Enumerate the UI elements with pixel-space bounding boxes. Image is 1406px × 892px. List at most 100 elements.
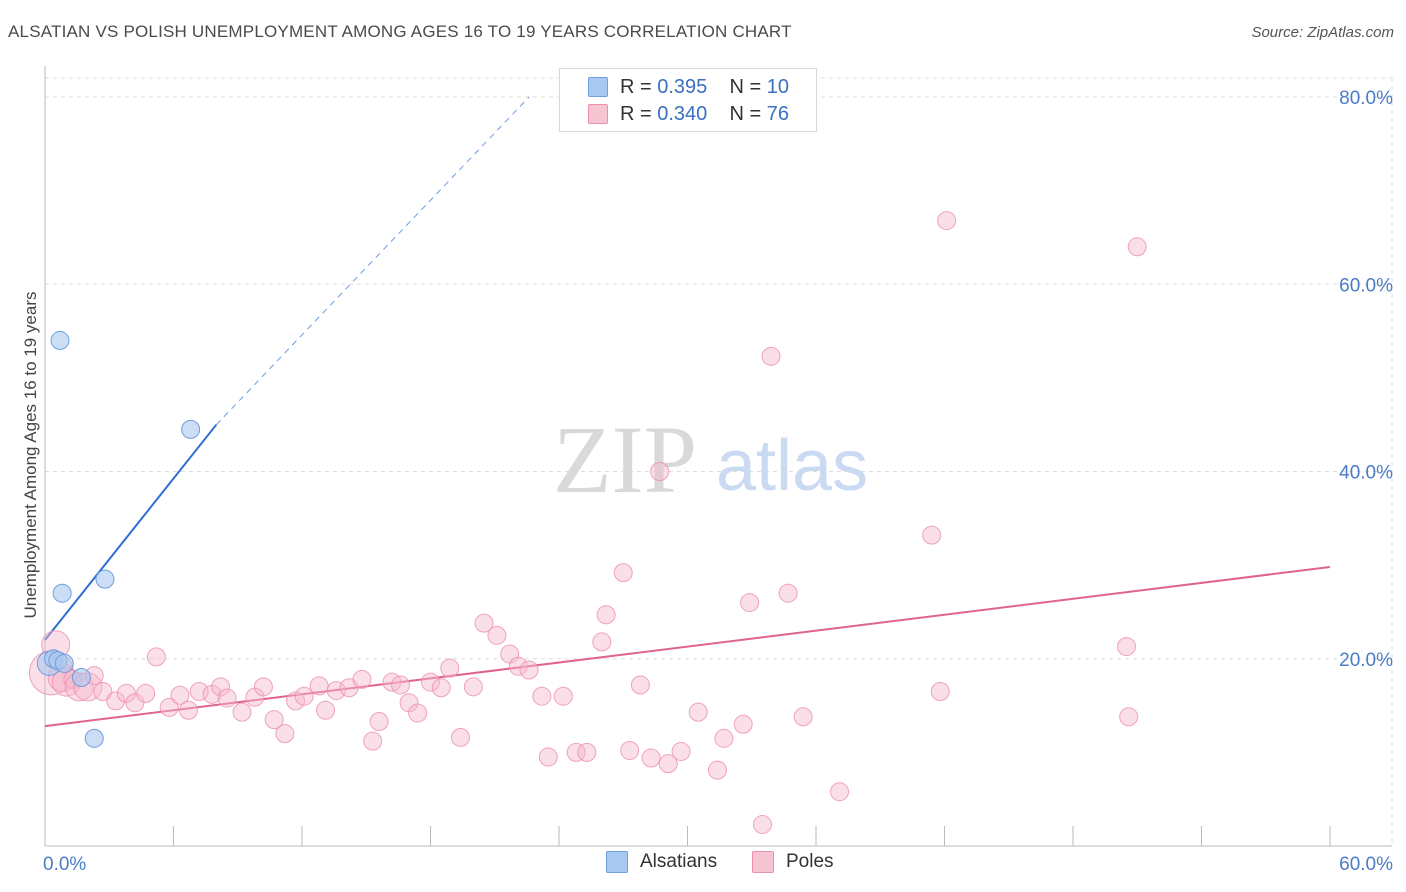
point-poles — [658, 754, 678, 774]
legend-n-value: 10 — [766, 75, 790, 98]
point-poles — [211, 677, 231, 697]
point-alsatians — [71, 667, 91, 687]
data-points — [28, 211, 1147, 834]
x-tick-label: 60.0% — [1339, 854, 1393, 875]
point-poles — [830, 782, 850, 802]
legend-n-value: 76 — [766, 102, 790, 125]
point-poles — [740, 593, 760, 613]
point-poles — [106, 691, 126, 711]
y-axis-label: Unemployment Among Ages 16 to 19 years — [21, 292, 40, 619]
point-poles — [922, 525, 942, 545]
point-poles — [752, 814, 772, 834]
point-poles — [421, 672, 440, 692]
point-poles — [352, 669, 372, 689]
point-poles — [592, 632, 612, 652]
x-tick-label: 0.0% — [43, 854, 86, 875]
point-poles — [553, 686, 573, 706]
y-tick-label: 20.0% — [1339, 650, 1393, 671]
point-poles — [1119, 707, 1139, 727]
trendline-alsatians-extension — [215, 96, 530, 426]
point-poles — [532, 686, 552, 706]
trendlines — [44, 96, 1331, 728]
y-tick-label: 60.0% — [1339, 275, 1393, 296]
point-poles — [487, 625, 507, 645]
point-poles — [146, 647, 166, 667]
point-poles — [125, 693, 145, 713]
point-poles — [93, 682, 113, 702]
point-poles — [178, 700, 198, 720]
point-poles — [1117, 637, 1137, 657]
point-poles — [1127, 237, 1147, 257]
watermark: ZIP atlas — [553, 406, 868, 513]
point-poles — [761, 346, 781, 366]
legend-row-poles: R = 0.340 N = 76 — [588, 101, 789, 127]
axes — [44, 66, 1392, 847]
point-poles — [688, 702, 708, 722]
point-poles — [778, 583, 798, 603]
legend-item-alsatians[interactable]: Alsatians — [606, 851, 717, 873]
legend-n-label: N = — [729, 75, 767, 98]
point-poles — [309, 676, 329, 696]
source-label: Source: ZipAtlas.com — [1251, 24, 1394, 41]
point-poles — [596, 605, 616, 625]
point-poles — [159, 697, 179, 717]
tick-labels: 20.0% 40.0% 60.0% 80.0% 0.0% 60.0% — [43, 88, 1393, 875]
legend-swatch-poles — [588, 104, 608, 124]
point-poles — [620, 741, 640, 761]
point-poles — [474, 613, 494, 633]
chart-title: ALSATIAN VS POLISH UNEMPLOYMENT AMONG AG… — [8, 22, 792, 41]
legend-swatch-alsatians — [606, 851, 628, 873]
watermark-atlas: atlas — [716, 426, 868, 506]
point-alsatians — [50, 330, 70, 350]
legend-label-alsatians: Alsatians — [640, 851, 718, 872]
gridlines — [45, 77, 1393, 846]
point-poles — [232, 702, 252, 722]
point-poles — [286, 691, 306, 711]
point-poles — [217, 688, 237, 708]
point-poles — [630, 675, 650, 695]
legend-n-label: N = — [729, 102, 767, 125]
point-poles — [253, 677, 273, 697]
legend-item-poles[interactable]: Poles — [752, 851, 834, 873]
point-alsatians — [95, 569, 115, 589]
point-alsatians — [84, 728, 104, 748]
point-poles — [408, 703, 428, 723]
point-poles — [463, 677, 483, 697]
trendline-alsatians — [44, 424, 218, 641]
point-poles — [650, 462, 670, 481]
trendline-poles — [44, 566, 1331, 728]
y-tick-label: 80.0% — [1339, 88, 1393, 109]
point-poles — [508, 656, 528, 676]
legend-r-label: R = — [620, 75, 658, 98]
point-poles — [369, 711, 389, 731]
point-poles — [450, 727, 470, 747]
point-poles — [733, 714, 753, 734]
watermark-zip: ZIP — [553, 406, 697, 513]
point-alsatians — [181, 419, 201, 439]
legend-row-alsatians: R = 0.395 N = 10 — [588, 74, 789, 100]
legend-swatch-poles — [752, 851, 774, 873]
point-poles — [316, 700, 336, 720]
point-poles — [577, 742, 597, 762]
point-poles — [264, 710, 284, 730]
point-poles — [440, 658, 460, 678]
point-poles — [641, 748, 661, 768]
point-poles — [671, 741, 691, 761]
point-poles — [538, 747, 558, 767]
point-poles — [937, 211, 957, 231]
legend-swatch-alsatians — [588, 77, 608, 97]
point-poles — [714, 728, 734, 748]
point-poles — [136, 683, 156, 703]
legend-r-value: 0.340 — [657, 102, 708, 125]
point-poles — [930, 682, 950, 702]
y-tick-label: 40.0% — [1339, 463, 1393, 484]
correlation-legend: R = 0.395 N = 10 R = 0.340 N = 76 — [559, 68, 817, 132]
point-poles — [793, 707, 813, 727]
point-poles — [519, 660, 539, 680]
point-poles — [431, 678, 451, 698]
point-poles — [566, 742, 586, 762]
point-alsatians — [52, 583, 72, 603]
legend-label-poles: Poles — [786, 851, 834, 872]
legend-r-value: 0.395 — [657, 75, 708, 98]
